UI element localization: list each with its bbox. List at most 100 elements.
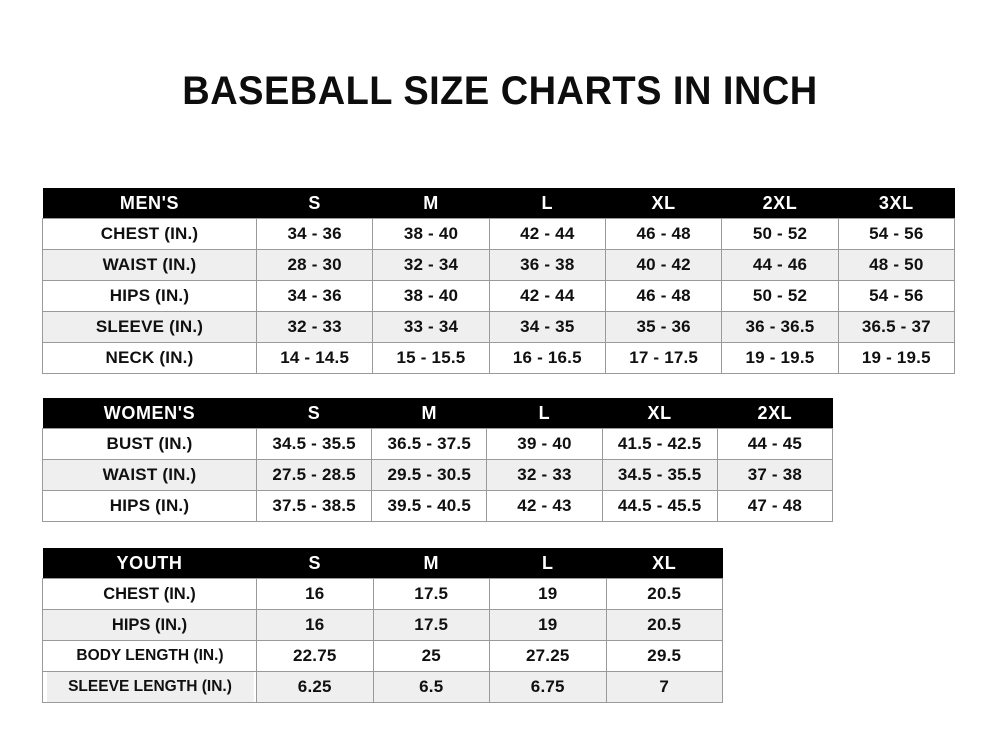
cell-value: 42 - 44: [488, 280, 606, 312]
row-label-hips: HIPS (IN.): [42, 490, 257, 522]
cell-value: 54 - 56: [837, 280, 956, 312]
cell-value: 36.5 - 37: [837, 311, 956, 343]
cell-value: 32 - 33: [255, 311, 374, 343]
cell-value: 16 - 16.5: [488, 342, 606, 374]
cell-value: 33 - 34: [372, 311, 490, 343]
cell-value: 40 - 42: [604, 249, 723, 281]
cell-value: 7: [605, 671, 723, 703]
cell-value: 44 - 45: [716, 428, 834, 460]
cell-value: 47 - 48: [716, 490, 834, 522]
cell-value: 54 - 56: [837, 218, 956, 250]
cell-value: 22.75: [256, 640, 374, 672]
mens-header-m: M: [372, 188, 490, 219]
cell-value: 34 - 36: [255, 280, 374, 312]
cell-value: 32 - 34: [372, 249, 490, 281]
cell-value: 14 - 14.5: [255, 342, 374, 374]
mens-header-2xl: 2XL: [721, 188, 839, 219]
youth-header-l: L: [489, 548, 606, 579]
cell-value: 38 - 40: [372, 218, 490, 250]
cell-value: 17.5: [372, 578, 490, 610]
cell-value: 17 - 17.5: [604, 342, 723, 374]
cell-value: 39.5 - 40.5: [371, 490, 488, 522]
table-row: WAIST (IN.) 27.5 - 28.5 29.5 - 30.5 32 -…: [42, 459, 834, 491]
row-label-hips: HIPS (IN.): [42, 280, 257, 312]
cell-value: 19 - 19.5: [837, 342, 956, 374]
mens-header-category: MEN'S: [42, 188, 257, 219]
womens-header-category: WOMEN'S: [42, 398, 257, 429]
row-label-bust: BUST (IN.): [42, 428, 257, 460]
mens-header-xl: XL: [605, 188, 722, 219]
cell-value: 37 - 38: [716, 459, 834, 491]
row-label-sleeve-length: SLEEVE LENGTH (IN.): [45, 671, 254, 703]
mens-size-table: MEN'S S M L XL 2XL 3XL CHEST (IN.) 34 - …: [42, 188, 956, 374]
row-label-body-length: BODY LENGTH (IN.): [45, 640, 254, 672]
row-label-neck: NECK (IN.): [42, 342, 257, 374]
womens-header-xl: XL: [602, 398, 718, 429]
table-row: WAIST (IN.) 28 - 30 32 - 34 36 - 38 40 -…: [42, 249, 956, 281]
mens-header-3xl: 3XL: [838, 188, 955, 219]
cell-value: 29.5: [605, 640, 723, 672]
cell-value: 41.5 - 42.5: [601, 428, 718, 460]
table-row: HIPS (IN.) 37.5 - 38.5 39.5 - 40.5 42 - …: [42, 490, 834, 522]
cell-value: 20.5: [605, 609, 723, 641]
row-label-hips: HIPS (IN.): [42, 609, 257, 641]
mens-header-l: L: [489, 188, 606, 219]
cell-value: 37.5 - 38.5: [255, 490, 373, 522]
cell-value: 27.25: [489, 640, 607, 672]
cell-value: 25: [372, 640, 490, 672]
mens-header-s: S: [256, 188, 373, 219]
cell-value: 16: [256, 578, 374, 610]
cell-value: 34.5 - 35.5: [601, 459, 718, 491]
table-row: CHEST (IN.) 34 - 36 38 - 40 42 - 44 46 -…: [42, 218, 956, 250]
cell-value: 39 - 40: [486, 428, 603, 460]
cell-value: 16: [256, 609, 374, 641]
womens-header-row: WOMEN'S S M L XL 2XL: [42, 398, 833, 429]
row-label-waist: WAIST (IN.): [42, 249, 257, 281]
youth-header-row: YOUTH S M L XL: [42, 548, 723, 579]
womens-header-l: L: [486, 398, 603, 429]
cell-value: 42 - 44: [488, 218, 606, 250]
cell-value: 19: [489, 609, 607, 641]
cell-value: 46 - 48: [604, 280, 723, 312]
cell-value: 36 - 36.5: [721, 311, 839, 343]
cell-value: 6.5: [372, 671, 490, 703]
cell-value: 20.5: [605, 578, 723, 610]
table-row: SLEEVE (IN.) 32 - 33 33 - 34 34 - 35 35 …: [42, 311, 956, 343]
cell-value: 48 - 50: [837, 249, 956, 281]
cell-value: 38 - 40: [372, 280, 490, 312]
womens-header-2xl: 2XL: [717, 398, 833, 429]
table-row: BUST (IN.) 34.5 - 35.5 36.5 - 37.5 39 - …: [42, 428, 834, 460]
table-row: BODY LENGTH (IN.) 22.75 25 27.25 29.5: [43, 640, 723, 672]
cell-value: 36 - 38: [488, 249, 606, 281]
table-row: CHEST (IN.) 16 17.5 19 20.5: [42, 578, 723, 610]
cell-value: 44.5 - 45.5: [601, 490, 718, 522]
cell-value: 50 - 52: [721, 280, 839, 312]
cell-value: 29.5 - 30.5: [371, 459, 488, 491]
cell-value: 44 - 46: [721, 249, 839, 281]
cell-value: 28 - 30: [255, 249, 374, 281]
youth-header-xl: XL: [606, 548, 723, 579]
womens-header-m: M: [371, 398, 487, 429]
cell-value: 35 - 36: [604, 311, 723, 343]
cell-value: 34.5 - 35.5: [255, 428, 373, 460]
youth-header-m: M: [373, 548, 490, 579]
cell-value: 42 - 43: [486, 490, 603, 522]
cell-value: 6.75: [489, 671, 607, 703]
page-title: BASEBALL SIZE CHARTS IN INCH: [182, 69, 818, 113]
table-row: NECK (IN.) 14 - 14.5 15 - 15.5 16 - 16.5…: [42, 342, 956, 374]
youth-header-s: S: [256, 548, 373, 579]
cell-value: 32 - 33: [486, 459, 603, 491]
row-label-chest: CHEST (IN.): [42, 218, 257, 250]
cell-value: 17.5: [372, 609, 490, 641]
table-row: SLEEVE LENGTH (IN.) 6.25 6.5 6.75 7: [43, 671, 723, 703]
womens-size-table: WOMEN'S S M L XL 2XL BUST (IN.) 34.5 - 3…: [42, 398, 834, 522]
cell-value: 27.5 - 28.5: [255, 459, 373, 491]
cell-value: 6.25: [256, 671, 374, 703]
cell-value: 19 - 19.5: [721, 342, 839, 374]
youth-size-table: YOUTH S M L XL CHEST (IN.) 16 17.5 19 20…: [42, 548, 723, 703]
youth-header-category: YOUTH: [42, 548, 257, 579]
row-label-sleeve: SLEEVE (IN.): [42, 311, 257, 343]
cell-value: 19: [489, 578, 607, 610]
cell-value: 34 - 35: [488, 311, 606, 343]
